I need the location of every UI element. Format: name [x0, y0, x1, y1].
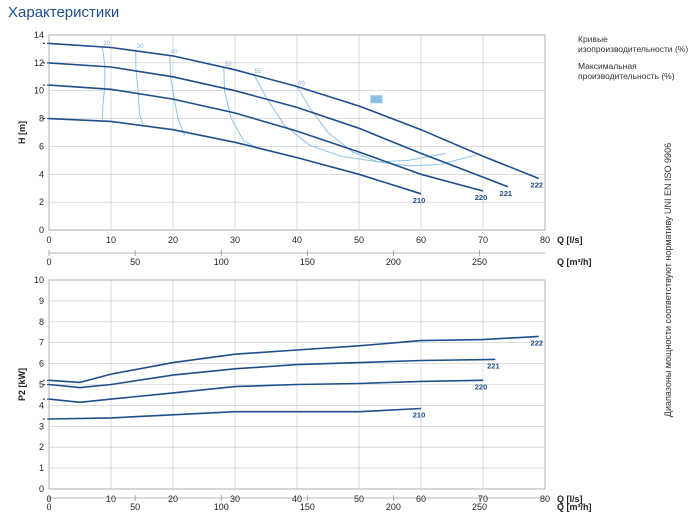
y-axis-title: H [m]: [17, 121, 27, 144]
iso-efficiency-curve: [101, 46, 106, 119]
series-line-221: [48, 358, 496, 389]
y-tick-label: 2: [39, 197, 44, 207]
series-line-210: [48, 407, 422, 420]
x-tick-label: 80: [540, 235, 550, 245]
x-axis-title: Q [l/s]: [557, 494, 583, 504]
series-label-222: 222: [531, 338, 544, 347]
y-tick-label: 5: [39, 380, 44, 390]
page-title: Характеристики: [8, 4, 120, 21]
y-tick-label: 10: [34, 86, 44, 96]
max-efficiency-badge: [370, 95, 383, 104]
y-tick-label: 8: [39, 317, 44, 327]
x2-tick-label: 200: [386, 257, 401, 267]
series-label-222: 222: [531, 180, 544, 189]
y-tick-label: 0: [39, 225, 44, 235]
iso-efficiency-curve: [135, 48, 144, 125]
iso-efficiency-label: 60: [298, 82, 305, 88]
x-tick-label: 70: [478, 494, 488, 504]
x-tick-label: 0: [46, 235, 51, 245]
series-label-221: 221: [500, 189, 513, 198]
iso-efficiency-curve: [253, 73, 446, 163]
x2-tick-label: 150: [300, 257, 315, 267]
iso-efficiency-label: 55: [255, 69, 262, 75]
series-line-210: [48, 117, 422, 195]
series-label-210: 210: [413, 196, 426, 205]
x-tick-label: 10: [106, 494, 116, 504]
x-tick-label: 80: [540, 494, 550, 504]
y-tick-label: 1: [39, 463, 44, 473]
x-axis-title: Q [l/s]: [557, 235, 583, 245]
x-tick-label: 60: [416, 494, 426, 504]
series-label-220: 220: [475, 193, 488, 202]
iso-efficiency-label: 50: [225, 62, 232, 68]
y-tick-label: 6: [39, 359, 44, 369]
iso-efficiency-curve: [296, 86, 477, 167]
legend-max-efficiency: Максимальная производительность (%): [578, 61, 675, 81]
x-tick-label: 20: [168, 494, 178, 504]
max-efficiency-label: 63: [373, 97, 380, 103]
x-tick-label: 20: [168, 235, 178, 245]
x-tick-label: 40: [292, 494, 302, 504]
x-tick-label: 70: [478, 235, 488, 245]
y-tick-label: 7: [39, 338, 44, 348]
y-tick-label: 8: [39, 114, 44, 124]
x-tick-label: 30: [230, 235, 240, 245]
x2-tick-label: 0: [46, 502, 51, 512]
iso-efficiency-label: 30: [137, 44, 144, 50]
y-tick-label: 6: [39, 141, 44, 151]
x2-tick-label: 250: [472, 257, 487, 267]
legend: Кривые изопроизводительности (%) Максима…: [578, 34, 696, 88]
x-tick-label: 40: [292, 235, 302, 245]
y-tick-label: 4: [39, 169, 44, 179]
x-tick-label: 30: [230, 494, 240, 504]
iso-efficiency-label: 20: [103, 41, 110, 47]
x2-tick-label: 50: [130, 257, 140, 267]
series-line-222: [48, 42, 540, 180]
y-tick-label: 2: [39, 442, 44, 452]
y-tick-label: 14: [34, 30, 44, 40]
x-tick-label: 60: [416, 235, 426, 245]
x-tick-label: 50: [354, 494, 364, 504]
y-tick-label: 10: [34, 275, 44, 285]
x2-axis-title: Q [m³/h]: [557, 502, 592, 512]
x2-tick-label: 250: [472, 502, 487, 512]
legend-iso-efficiency: Кривые изопроизводительности (%): [578, 34, 689, 54]
series-line-220: [48, 84, 484, 192]
x2-tick-label: 0: [46, 257, 51, 267]
iso-efficiency-label: 40: [171, 50, 178, 56]
iso-efficiency-curve: [169, 54, 186, 136]
y-tick-label: 3: [39, 421, 44, 431]
iso-efficiency-curve: [223, 66, 261, 150]
y-tick-label: 9: [39, 296, 44, 306]
series-label-221: 221: [487, 361, 500, 370]
x-tick-label: 50: [354, 235, 364, 245]
x2-tick-label: 100: [214, 257, 229, 267]
x2-tick-label: 100: [214, 502, 229, 512]
x2-axis-title: Q [m³/h]: [557, 257, 592, 267]
series-line-221: [48, 62, 509, 188]
y-tick-label: 4: [39, 400, 44, 410]
chart-1: 0 2 4 6 8 10 12 14 0 10 20 30 40 50 60 70 80 0 50 100 150 200…: [17, 30, 592, 267]
x2-tick-label: 150: [300, 502, 315, 512]
series-line-222: [48, 335, 539, 384]
series-label-210: 210: [413, 411, 426, 420]
x-tick-label: 10: [106, 235, 116, 245]
x2-tick-label: 200: [386, 502, 401, 512]
series-label-220: 220: [475, 382, 488, 391]
y-axis-title: P2 [kW]: [17, 368, 27, 401]
y-tick-label: 0: [39, 484, 44, 494]
series-line-220: [48, 379, 484, 404]
y-tick-label: 12: [34, 58, 44, 68]
x2-tick-label: 50: [130, 502, 140, 512]
